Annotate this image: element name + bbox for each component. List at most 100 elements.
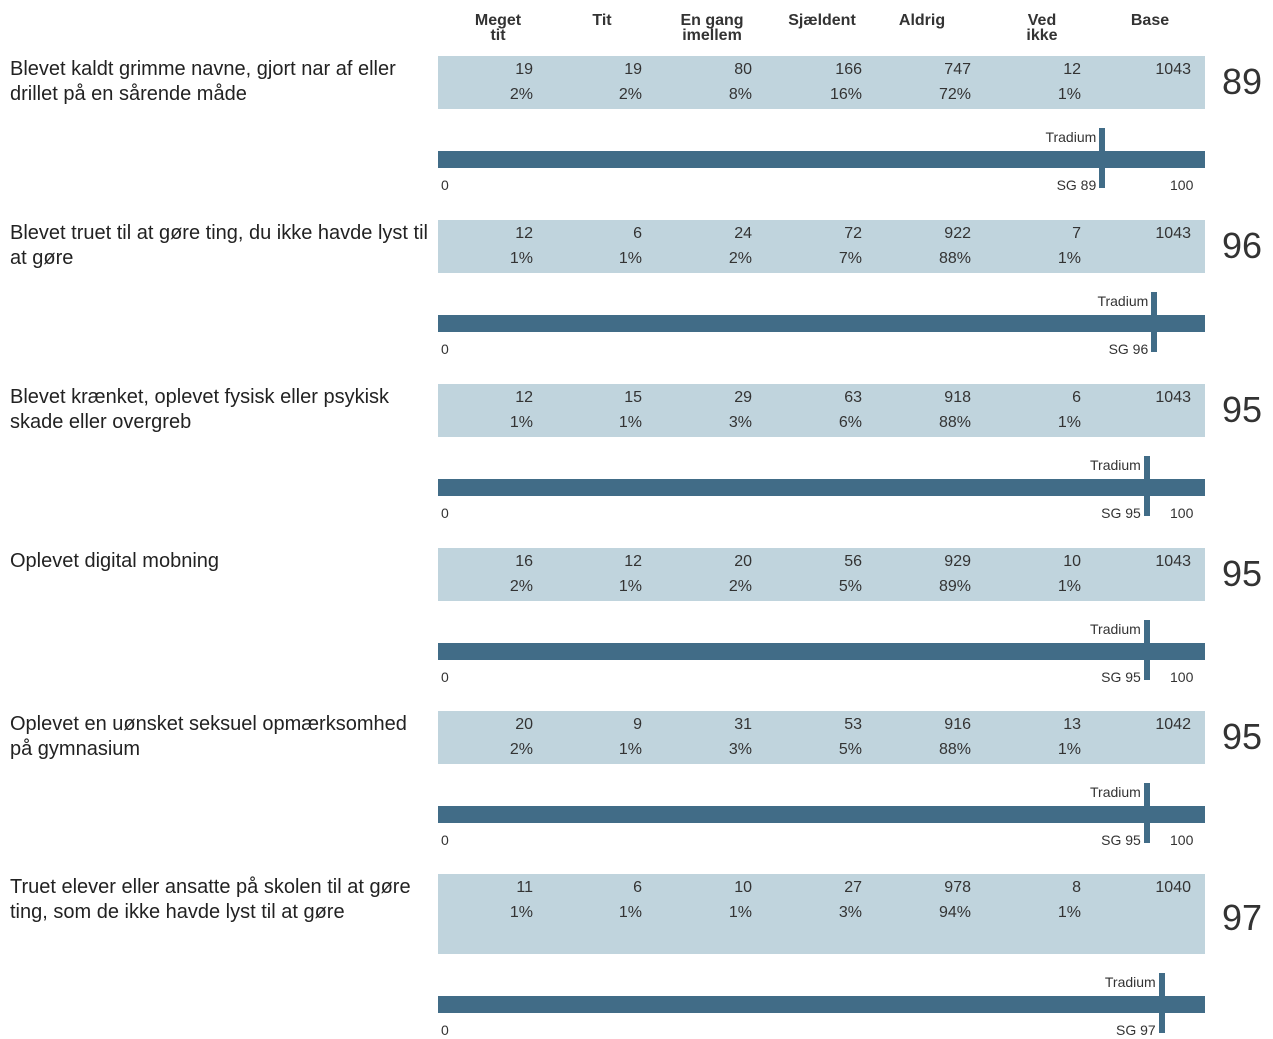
count-cell: 19 [624, 61, 642, 78]
percent-cell: 3% [728, 414, 752, 431]
count-cell: 63 [844, 389, 862, 406]
question-label: Truet elever eller ansatte på skolen til… [10, 876, 411, 923]
percent-cell: 88% [938, 414, 971, 431]
count-cell: 10 [1063, 553, 1081, 570]
percent-cell: 2% [509, 578, 533, 595]
reference-label: Tradium [1090, 621, 1141, 637]
count-cell: 1043 [1155, 225, 1191, 242]
percent-cell: 1% [509, 250, 533, 267]
score-value: 95 [1222, 716, 1263, 757]
count-cell: 15 [624, 389, 642, 406]
count-cell: 918 [944, 389, 971, 406]
reference-label: Tradium [1090, 457, 1141, 473]
score-value: 95 [1222, 389, 1263, 430]
percent-cell: 2% [728, 250, 752, 267]
count-cell: 12 [1063, 61, 1081, 78]
sg-label: SG 97 [1116, 1022, 1156, 1038]
count-cell: 24 [734, 225, 752, 242]
count-cell: 916 [944, 716, 971, 733]
count-cell: 978 [944, 879, 971, 896]
count-cell: 20 [515, 716, 533, 733]
percent-cell: 5% [838, 578, 862, 595]
column-header: Aldrig [898, 12, 946, 29]
score-marker [1151, 292, 1158, 352]
score-value: 89 [1222, 61, 1263, 102]
count-cell: 31 [734, 716, 752, 733]
scale-bar [438, 643, 1205, 660]
percent-cell: 72% [938, 86, 971, 103]
column-header: Ved ikke [1026, 12, 1058, 44]
question-label: Oplevet en uønsket seksuel opmærksomhed … [10, 713, 407, 760]
score-marker [1143, 620, 1150, 680]
column-header: Meget tit [474, 12, 522, 44]
score-value: 97 [1222, 897, 1263, 938]
count-cell: 10 [734, 879, 752, 896]
axis-max-label: 100 [1170, 177, 1194, 193]
percent-cell: 1% [1057, 741, 1081, 758]
percent-cell: 88% [938, 741, 971, 758]
count-cell: 12 [515, 225, 533, 242]
percent-cell: 94% [938, 904, 971, 921]
count-cell: 1043 [1155, 61, 1191, 78]
score-value: 96 [1222, 225, 1263, 266]
question-label: Blevet kaldt grimme navne, gjort nar af … [10, 58, 396, 105]
count-cell: 9 [633, 716, 642, 733]
count-cell: 20 [734, 553, 752, 570]
axis-min-label: 0 [441, 341, 449, 357]
data-band [438, 56, 1205, 109]
percent-cell: 8% [728, 86, 752, 103]
data-band [438, 874, 1205, 954]
score-marker [1143, 456, 1150, 516]
percent-cell: 1% [728, 904, 752, 921]
sg-label: SG 89 [1056, 177, 1097, 193]
count-cell: 1043 [1155, 389, 1191, 406]
percent-cell: 7% [838, 250, 862, 267]
count-cell: 16 [515, 553, 533, 570]
percent-cell: 2% [728, 578, 752, 595]
sg-label: SG 95 [1101, 832, 1141, 848]
axis-min-label: 0 [441, 505, 449, 521]
reference-label: Tradium [1104, 974, 1156, 990]
percent-cell: 88% [938, 250, 971, 267]
percent-cell: 2% [618, 86, 642, 103]
percent-cell: 2% [509, 741, 533, 758]
reference-label: Tradium [1045, 129, 1097, 145]
axis-min-label: 0 [441, 1022, 449, 1038]
axis-max-label: 100 [1170, 669, 1194, 685]
scale-bar [438, 479, 1205, 496]
count-cell: 747 [944, 61, 971, 78]
score-marker [1099, 128, 1106, 188]
data-band [438, 711, 1205, 764]
count-cell: 166 [835, 61, 862, 78]
percent-cell: 1% [618, 414, 642, 431]
count-cell: 12 [624, 553, 642, 570]
percent-cell: 2% [509, 86, 533, 103]
sg-label: SG 95 [1101, 669, 1141, 685]
reference-label: Tradium [1090, 784, 1141, 800]
count-cell: 80 [734, 61, 752, 78]
count-cell: 922 [944, 225, 971, 242]
percent-cell: 1% [509, 414, 533, 431]
count-cell: 27 [844, 879, 862, 896]
percent-cell: 3% [728, 741, 752, 758]
count-cell: 13 [1063, 716, 1081, 733]
count-cell: 6 [633, 225, 642, 242]
scale-bar [438, 151, 1205, 168]
reference-label: Tradium [1097, 293, 1149, 309]
count-cell: 19 [515, 61, 533, 78]
question-label: Blevet krænket, oplevet fysisk eller psy… [10, 386, 390, 433]
score-marker [1143, 783, 1150, 843]
question-label: Oplevet digital mobning [10, 550, 220, 572]
axis-max-label: 100 [1170, 832, 1194, 848]
score-value: 95 [1222, 553, 1263, 594]
data-band [438, 220, 1205, 273]
count-cell: 72 [844, 225, 862, 242]
percent-cell: 1% [1057, 414, 1081, 431]
percent-cell: 1% [1057, 578, 1081, 595]
question-label: Blevet truet til at gøre ting, du ikke h… [10, 222, 428, 269]
column-header: Sjældent [788, 12, 856, 29]
sg-label: SG 95 [1101, 505, 1141, 521]
data-band [438, 384, 1205, 437]
count-cell: 53 [844, 716, 862, 733]
sg-label: SG 96 [1108, 341, 1149, 357]
